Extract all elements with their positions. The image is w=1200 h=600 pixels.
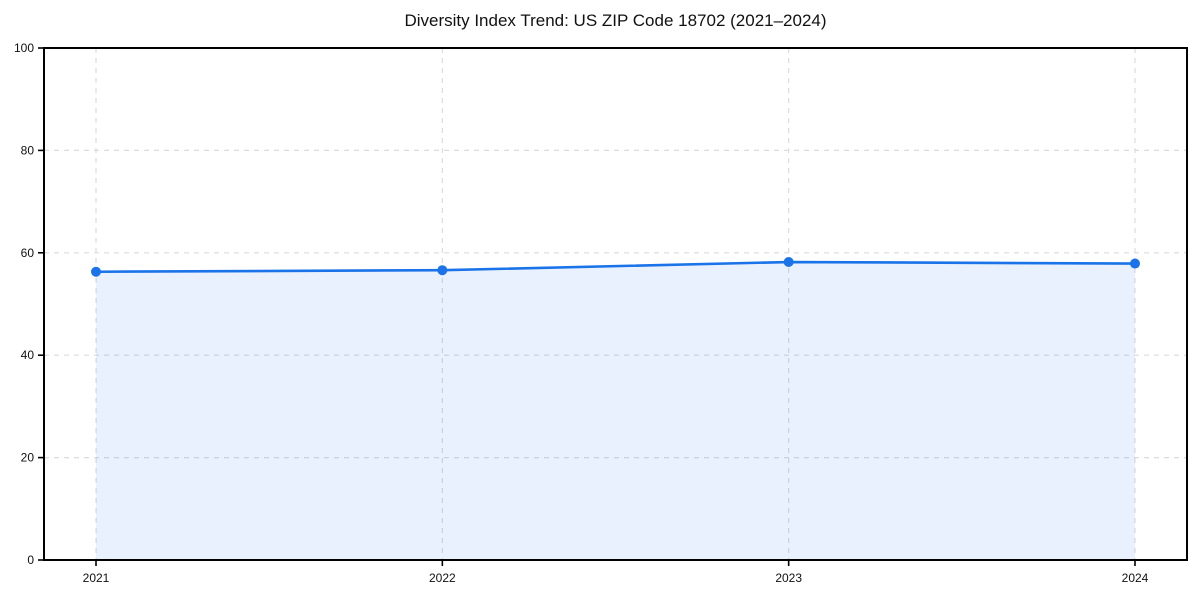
line-series <box>94 260 1137 274</box>
x-tick-label: 2024 <box>1122 571 1149 585</box>
x-tick-label: 2022 <box>429 571 456 585</box>
y-tick-label: 60 <box>21 246 35 260</box>
x-tick-label: 2023 <box>775 571 802 585</box>
y-tick-label: 0 <box>27 553 34 567</box>
plot-border <box>43 47 1188 561</box>
data-point <box>783 257 794 268</box>
data-point <box>91 266 102 277</box>
area-fill <box>96 262 1135 560</box>
data-point <box>1129 258 1140 269</box>
y-tick-label: 80 <box>21 143 35 157</box>
y-tick-label: 40 <box>21 348 35 362</box>
y-tick-label: 20 <box>21 451 35 465</box>
chart-title: Diversity Index Trend: US ZIP Code 18702… <box>404 11 827 30</box>
y-tick-label: 100 <box>14 41 34 55</box>
x-tick-label: 2021 <box>83 571 110 585</box>
data-point <box>437 265 448 276</box>
